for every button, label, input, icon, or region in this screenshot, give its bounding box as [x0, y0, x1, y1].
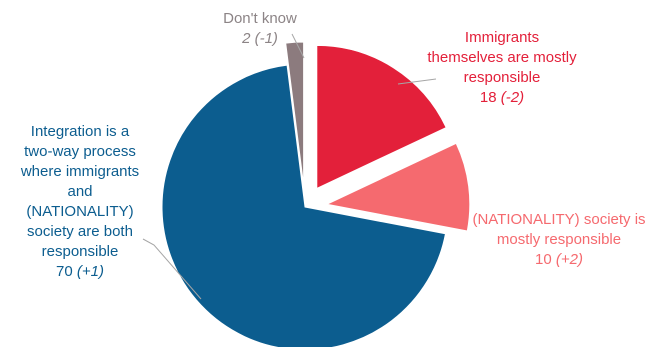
slice-two-way-process — [161, 64, 447, 347]
leader-line-dont-know — [291, 33, 305, 59]
slice-value: 10 (+2) — [454, 250, 664, 270]
value-number: 10 — [535, 251, 552, 268]
value-change: (+2) — [555, 251, 583, 268]
leader-line-immigrants — [397, 78, 437, 85]
value-change: (-2) — [500, 89, 525, 106]
slice-label-immigrants-responsible: Immigrants themselves are mostly responsib… — [402, 28, 602, 108]
slice-immigrants-responsible — [316, 44, 447, 190]
slice-society-responsible — [325, 142, 471, 232]
slice-dont-know — [285, 41, 305, 186]
label-line: two-way process — [24, 143, 136, 160]
label-line: themselves are mostly — [427, 49, 577, 66]
label-line: responsible — [463, 69, 541, 86]
pie-slices — [161, 41, 471, 347]
value-number: 2 — [242, 30, 251, 47]
slice-value: 70 (+1) — [0, 262, 160, 282]
slice-value: 2 (-1) — [200, 29, 320, 49]
label-line: where immigrants — [20, 163, 140, 180]
label-line: society are both — [27, 223, 133, 240]
leader-lines — [142, 33, 437, 300]
value-change: (-1) — [254, 30, 278, 47]
label-line: Immigrants — [464, 29, 540, 46]
label-line: responsible — [41, 243, 119, 260]
slice-label-dont-know: Don't know 2 (-1) — [200, 9, 320, 49]
label-line: (NATIONALITY) — [26, 203, 134, 220]
value-number: 18 — [479, 89, 497, 106]
slice-label-society-responsible: (NATIONALITY) society is mostly responsib… — [454, 210, 664, 270]
label-line: (NATIONALITY) society is — [472, 211, 646, 228]
value-number: 70 — [56, 263, 73, 280]
leader-line-two-way — [142, 238, 202, 300]
label-line: mostly responsible — [496, 231, 622, 248]
value-change: (+1) — [76, 263, 104, 280]
label-line: Don't know — [223, 10, 297, 27]
slice-value: 18 (-2) — [402, 88, 602, 108]
label-line: and — [67, 183, 93, 200]
slice-label-two-way-process: Integration is a two-way process where imm… — [0, 122, 160, 282]
label-line: Integration is a — [30, 123, 130, 140]
